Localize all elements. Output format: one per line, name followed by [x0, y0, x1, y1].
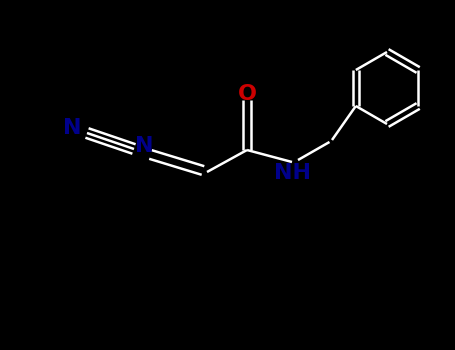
Text: N: N — [63, 118, 81, 138]
Text: O: O — [238, 84, 257, 104]
Text: N: N — [135, 136, 153, 156]
Text: NH: NH — [274, 163, 312, 183]
